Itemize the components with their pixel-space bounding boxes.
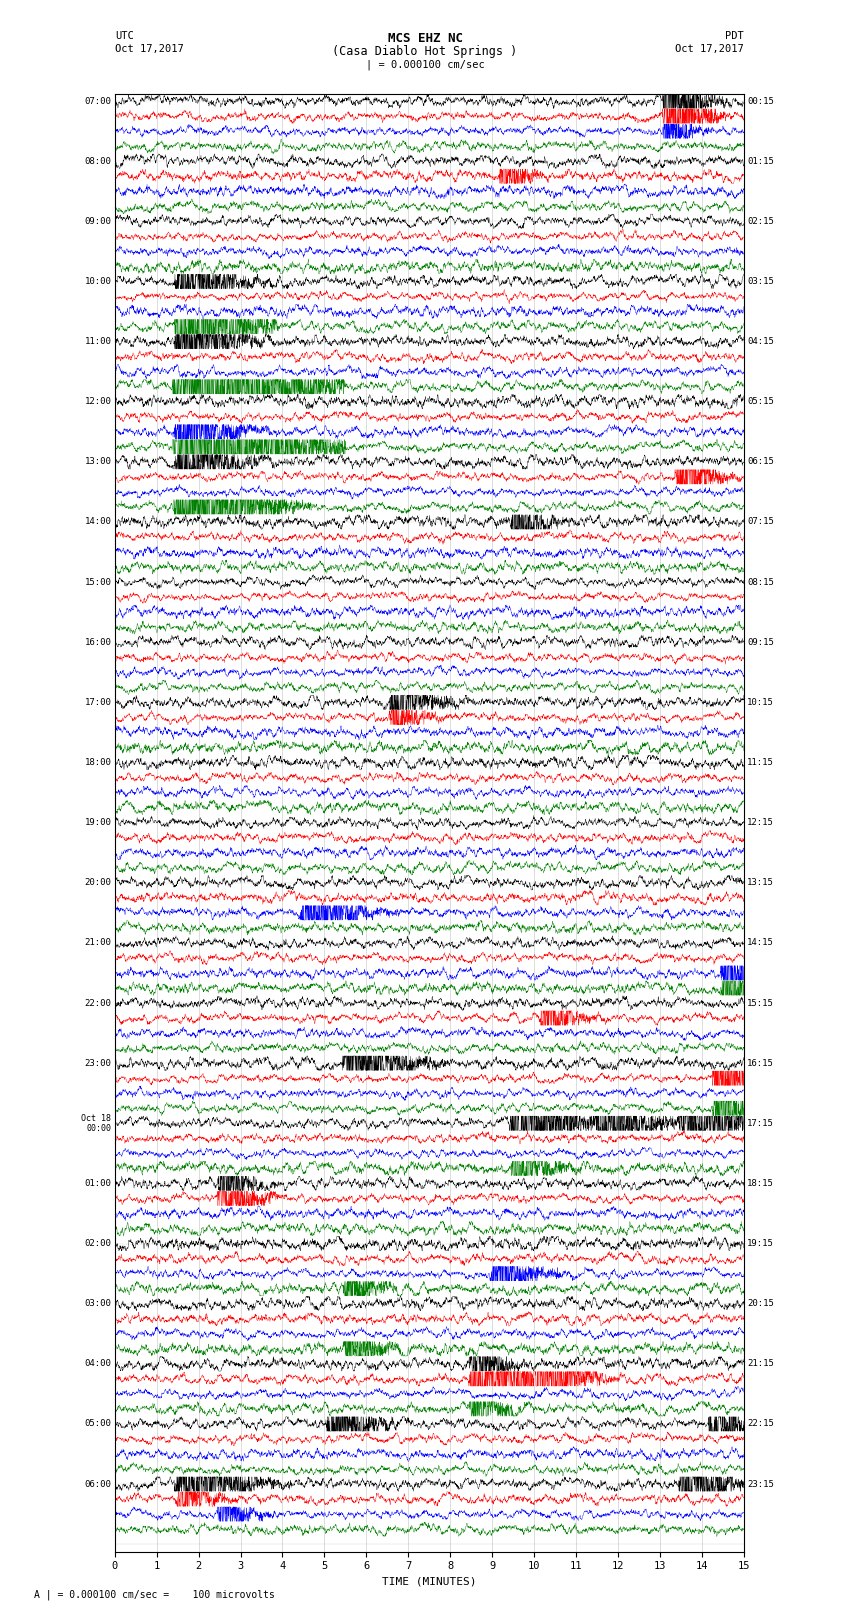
Text: 12:00: 12:00 <box>84 397 111 406</box>
Text: 17:00: 17:00 <box>84 698 111 706</box>
Text: 20:15: 20:15 <box>747 1298 774 1308</box>
Text: 21:15: 21:15 <box>747 1360 774 1368</box>
Text: 22:15: 22:15 <box>747 1419 774 1429</box>
Text: 16:00: 16:00 <box>84 637 111 647</box>
Text: 01:00: 01:00 <box>84 1179 111 1187</box>
Text: 23:15: 23:15 <box>747 1479 774 1489</box>
Text: 20:00: 20:00 <box>84 877 111 887</box>
Text: 23:00: 23:00 <box>84 1058 111 1068</box>
Text: 06:15: 06:15 <box>747 458 774 466</box>
Text: 13:00: 13:00 <box>84 458 111 466</box>
Text: A | = 0.000100 cm/sec =    100 microvolts: A | = 0.000100 cm/sec = 100 microvolts <box>34 1589 275 1600</box>
Text: 08:15: 08:15 <box>747 577 774 587</box>
Text: 06:00: 06:00 <box>84 1479 111 1489</box>
X-axis label: TIME (MINUTES): TIME (MINUTES) <box>382 1578 477 1587</box>
Text: 11:15: 11:15 <box>747 758 774 768</box>
Text: 21:00: 21:00 <box>84 939 111 947</box>
Text: 09:15: 09:15 <box>747 637 774 647</box>
Text: 14:00: 14:00 <box>84 518 111 526</box>
Text: 13:15: 13:15 <box>747 877 774 887</box>
Text: 15:00: 15:00 <box>84 577 111 587</box>
Text: 16:15: 16:15 <box>747 1058 774 1068</box>
Text: 07:15: 07:15 <box>747 518 774 526</box>
Text: 03:00: 03:00 <box>84 1298 111 1308</box>
Text: 02:15: 02:15 <box>747 216 774 226</box>
Text: 00:15: 00:15 <box>747 97 774 105</box>
Text: 04:00: 04:00 <box>84 1360 111 1368</box>
Text: 09:00: 09:00 <box>84 216 111 226</box>
Text: 12:15: 12:15 <box>747 818 774 827</box>
Text: MCS EHZ NC: MCS EHZ NC <box>388 32 462 45</box>
Text: 07:00: 07:00 <box>84 97 111 105</box>
Text: UTC: UTC <box>115 31 133 40</box>
Text: 02:00: 02:00 <box>84 1239 111 1248</box>
Text: 17:15: 17:15 <box>747 1119 774 1127</box>
Text: 05:15: 05:15 <box>747 397 774 406</box>
Text: 10:00: 10:00 <box>84 277 111 286</box>
Text: (Casa Diablo Hot Springs ): (Casa Diablo Hot Springs ) <box>332 45 518 58</box>
Text: PDT: PDT <box>725 31 744 40</box>
Text: Oct 18: Oct 18 <box>82 1115 111 1123</box>
Text: Oct 17,2017: Oct 17,2017 <box>675 44 744 53</box>
Text: 10:15: 10:15 <box>747 698 774 706</box>
Text: 03:15: 03:15 <box>747 277 774 286</box>
Text: 19:15: 19:15 <box>747 1239 774 1248</box>
Text: 19:00: 19:00 <box>84 818 111 827</box>
Text: 22:00: 22:00 <box>84 998 111 1008</box>
Text: 14:15: 14:15 <box>747 939 774 947</box>
Text: Oct 17,2017: Oct 17,2017 <box>115 44 184 53</box>
Text: 15:15: 15:15 <box>747 998 774 1008</box>
Text: 00:00: 00:00 <box>87 1124 111 1132</box>
Text: 08:00: 08:00 <box>84 156 111 166</box>
Text: 18:15: 18:15 <box>747 1179 774 1187</box>
Text: 04:15: 04:15 <box>747 337 774 347</box>
Text: 18:00: 18:00 <box>84 758 111 768</box>
Text: | = 0.000100 cm/sec: | = 0.000100 cm/sec <box>366 60 484 71</box>
Text: 11:00: 11:00 <box>84 337 111 347</box>
Text: 01:15: 01:15 <box>747 156 774 166</box>
Text: 05:00: 05:00 <box>84 1419 111 1429</box>
